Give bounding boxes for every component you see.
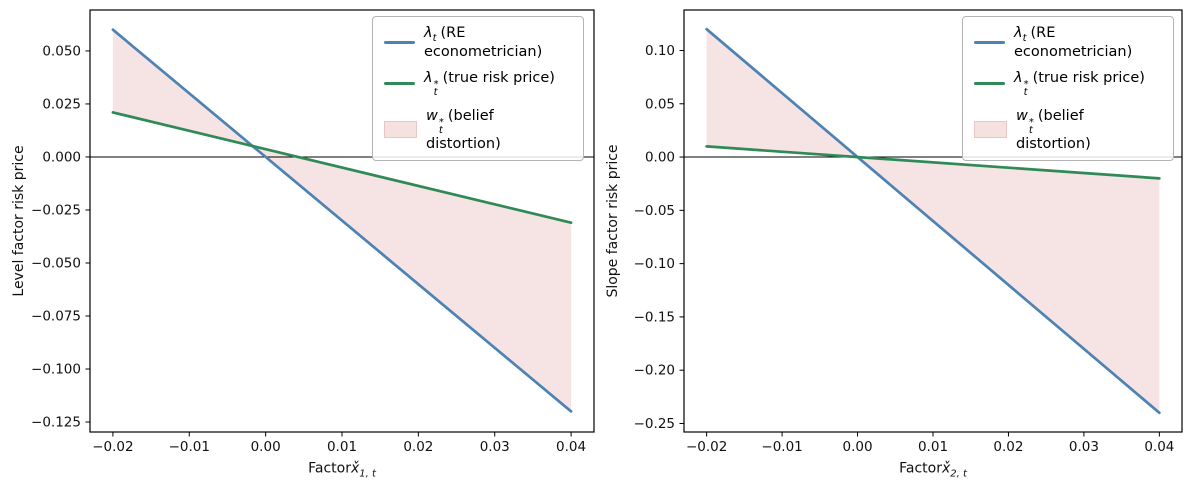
axes-frame xyxy=(683,9,1183,433)
axes-frame xyxy=(89,9,595,433)
left-y-axis-label: Level factor risk price xyxy=(11,145,27,297)
legend-item-belief-distortion: w * t (belief distortion) xyxy=(384,108,572,152)
y-tick-label: 0.10 xyxy=(645,43,675,59)
y-tick-label: 0.05 xyxy=(645,96,675,112)
legend-item-lambda-true: λ * t (true risk price) xyxy=(384,70,572,98)
y-tick-label: −0.125 xyxy=(31,415,81,431)
y-tick-label: 0.00 xyxy=(645,150,675,166)
x-tick-label: 0.00 xyxy=(251,439,281,455)
legend-line-swatch xyxy=(974,82,1005,86)
y-tick-label: −0.25 xyxy=(634,416,675,432)
y-tick-label: −0.15 xyxy=(634,309,675,325)
y-tick-label: −0.20 xyxy=(634,363,675,379)
legend-label: λ * t (true risk price) xyxy=(1014,69,1145,98)
x-tick-label: −0.01 xyxy=(761,439,802,455)
lambda-true-line xyxy=(111,111,573,225)
legend-label: λt (RE econometrician) xyxy=(1014,25,1133,60)
legend-line-swatch xyxy=(384,82,415,86)
legend-label: w * t (belief distortion) xyxy=(426,107,501,152)
legend-patch-swatch xyxy=(384,121,417,139)
lambda-true-line xyxy=(705,145,1161,180)
legend-item-lambda-re: λt (RE econometrician) xyxy=(974,25,1162,60)
y-tick-label: −0.050 xyxy=(31,255,81,271)
legend-label: w * t (belief distortion) xyxy=(1016,107,1091,152)
x-tick-label: 0.03 xyxy=(1069,439,1099,455)
legend-patch-swatch xyxy=(974,121,1007,139)
x-tick-label: −0.01 xyxy=(169,439,210,455)
y-tick-label: −0.10 xyxy=(634,256,675,272)
x-tick-label: −0.02 xyxy=(92,439,133,455)
left-x-axis-label: Factorx̌1, t xyxy=(308,460,376,480)
y-tick-label: 0.025 xyxy=(42,96,81,112)
x-tick-label: 0.04 xyxy=(1144,439,1174,455)
x-tick-label: 0.01 xyxy=(327,439,357,455)
lambda-re-line xyxy=(705,27,1161,415)
x-tick-label: 0.02 xyxy=(403,439,433,455)
x-tick-label: 0.00 xyxy=(843,439,873,455)
x-tick-label: 0.02 xyxy=(993,439,1023,455)
legend-item-belief-distortion: w * t (belief distortion) xyxy=(974,108,1162,152)
y-tick-label: 0.050 xyxy=(42,43,81,59)
right-plot-legend: λt (RE econometrician) λ * t (true risk price… xyxy=(962,16,1174,161)
lambda-re-line xyxy=(111,28,573,413)
left-subplot: 0.050 0.025 0.000 −0.025 −0.050 −0.075 −0.100 −… xyxy=(31,9,595,455)
legend-item-lambda-true: λ * t (true risk price) xyxy=(974,70,1162,98)
right-x-axis-label: Factorx̌2, t xyxy=(899,460,967,480)
legend-label: λt (RE econometrician) xyxy=(424,25,543,60)
y-tick-label: 0.000 xyxy=(42,149,81,165)
y-tick-label: −0.025 xyxy=(31,202,81,218)
x-tick-label: −0.02 xyxy=(686,439,727,455)
x-tick-label: 0.04 xyxy=(556,439,586,455)
x-tick-label: 0.01 xyxy=(918,439,948,455)
y-tick-label: −0.100 xyxy=(31,362,81,378)
right-subplot: 0.10 0.05 0.00 −0.05 −0.10 −0.15 −0.20 −0.25 −0.… xyxy=(634,9,1183,455)
right-y-axis-label: Slope factor risk price xyxy=(605,144,621,298)
x-tick-label: 0.03 xyxy=(480,439,510,455)
y-tick-label: −0.05 xyxy=(634,203,675,219)
left-plot-legend: λt (RE econometrician) λ * t (true risk price… xyxy=(372,16,584,161)
legend-line-swatch xyxy=(384,40,415,44)
legend-line-swatch xyxy=(974,40,1005,44)
legend-item-lambda-re: λt (RE econometrician) xyxy=(384,25,572,60)
y-tick-label: −0.075 xyxy=(31,309,81,325)
legend-label: λ * t (true risk price) xyxy=(424,69,555,98)
